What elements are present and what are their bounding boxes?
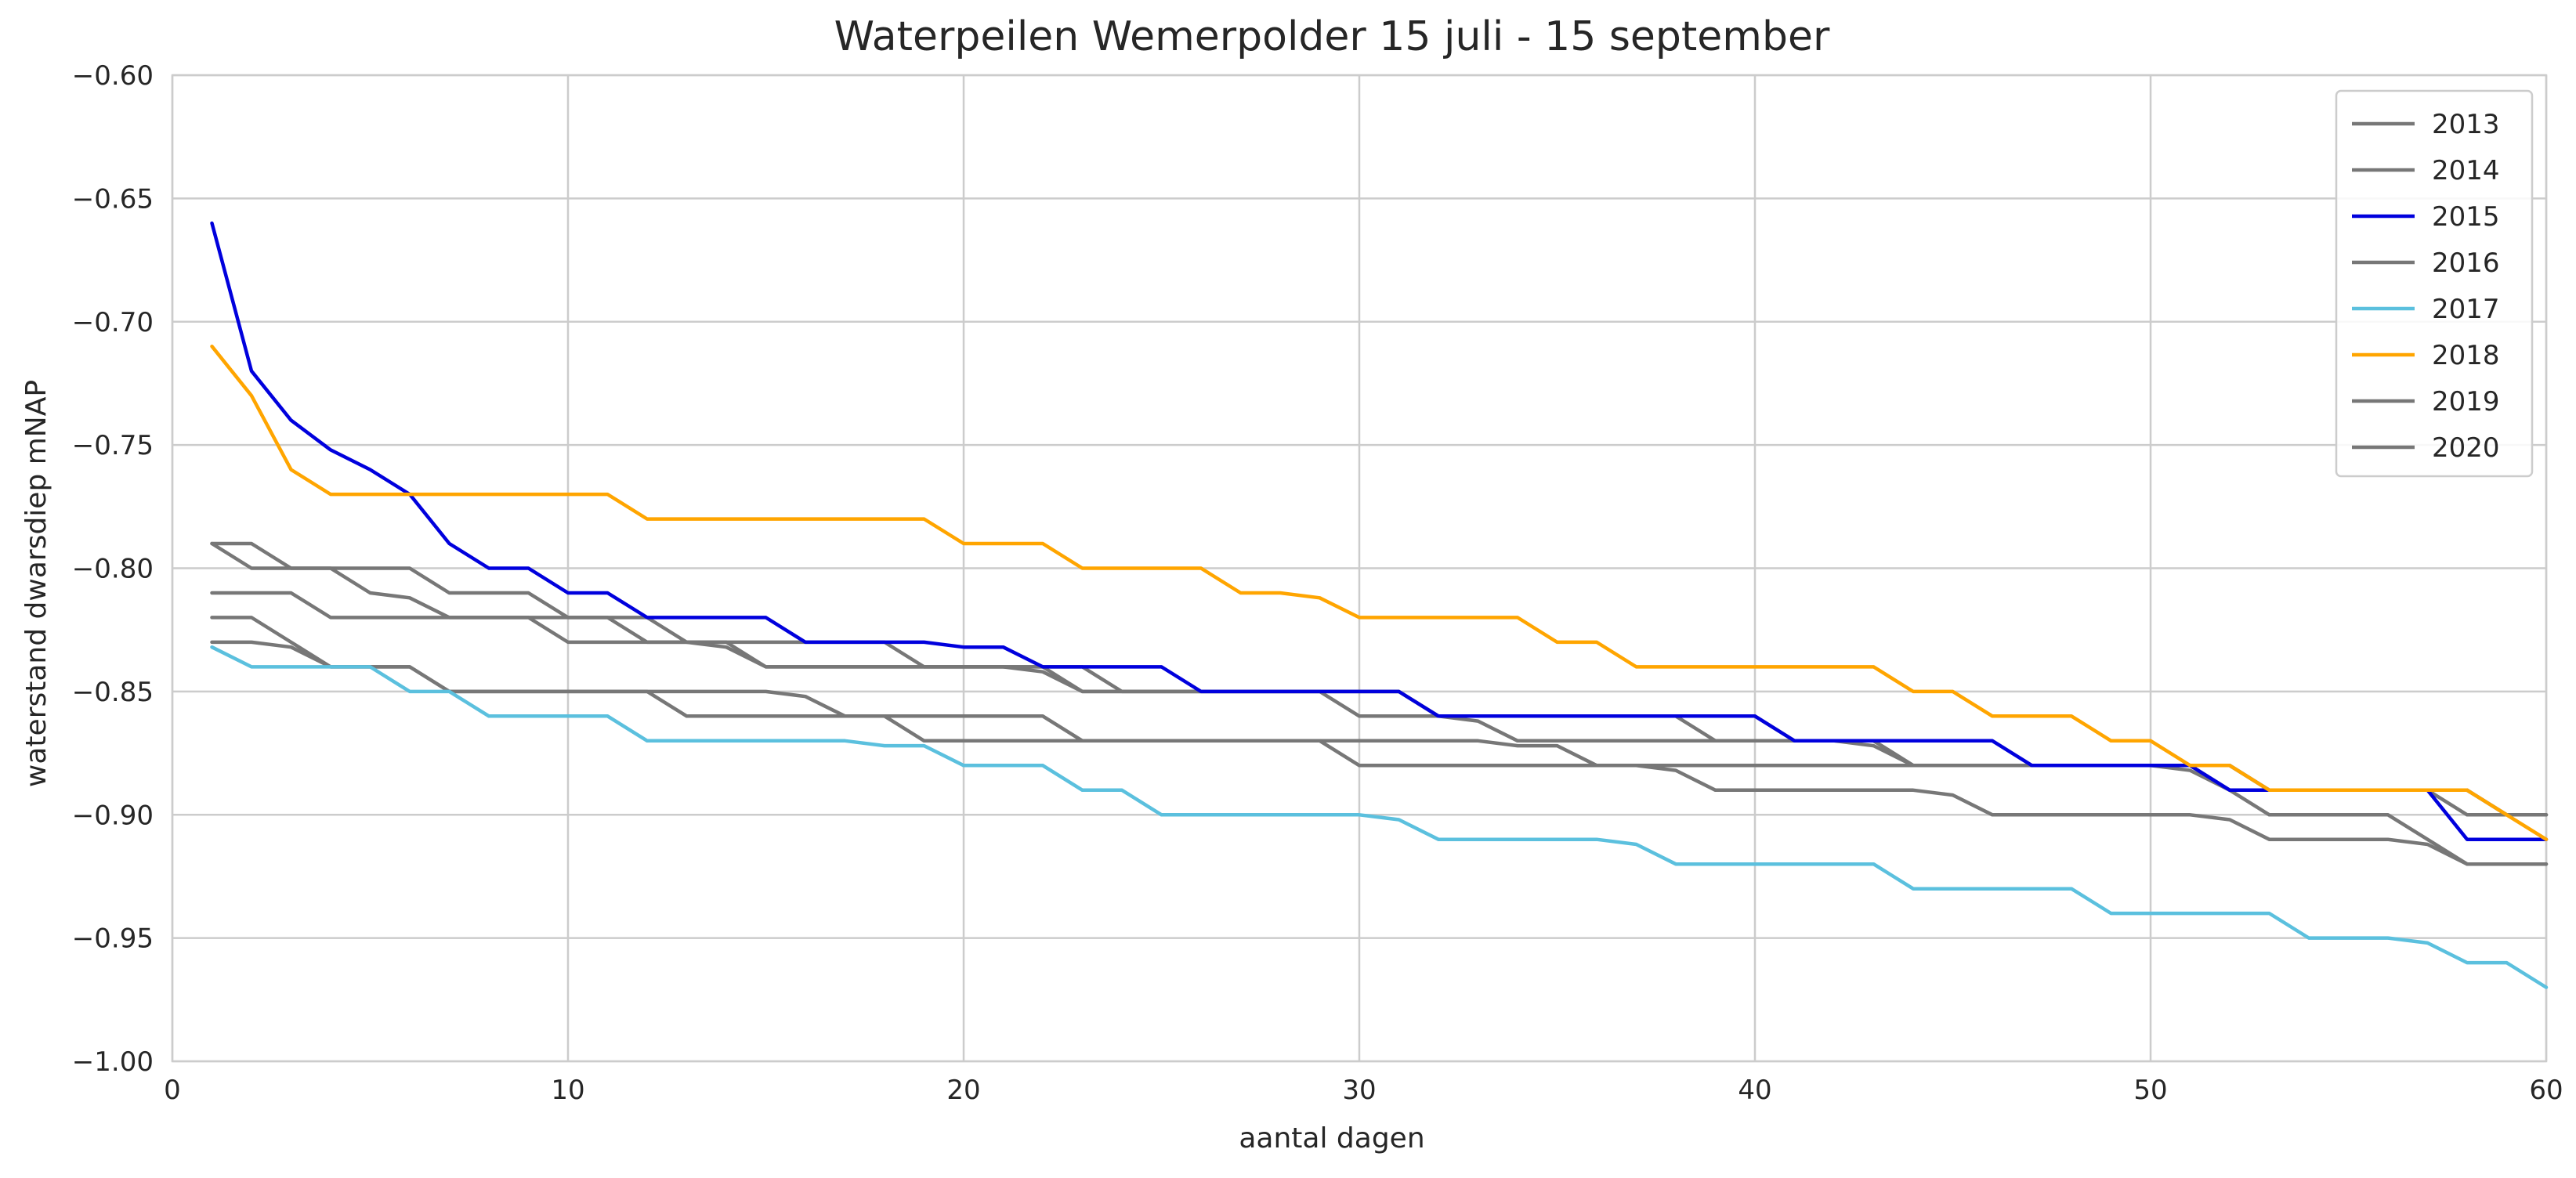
- x-tick-label: 30: [1342, 1075, 1376, 1106]
- y-tick-label: −0.70: [72, 307, 154, 338]
- legend-label-2017: 2017: [2432, 294, 2500, 325]
- y-tick-label: −1.00: [72, 1046, 154, 1078]
- series-line-2018: [210, 344, 2549, 841]
- y-tick-label: −0.65: [72, 183, 154, 215]
- x-axis-label: aantal dagen: [1239, 1122, 1424, 1155]
- y-tick-label: −0.95: [72, 923, 154, 955]
- y-tick-label: −0.60: [72, 60, 154, 92]
- y-axis-label: waterstand dwarsdiep mNAP: [20, 380, 52, 787]
- series-line-2017: [210, 645, 2549, 989]
- legend-label-2016: 2016: [2432, 248, 2500, 279]
- legend-box: [2335, 89, 2534, 478]
- y-tick-label: −0.85: [72, 677, 154, 708]
- x-tick-label: 60: [2529, 1075, 2563, 1106]
- legend-label-2013: 2013: [2432, 109, 2500, 140]
- plot-frame: [171, 74, 2548, 1063]
- chart-title: Waterpeilen Wemerpolder 15 juli - 15 sep…: [834, 13, 1830, 60]
- legend: 2013 2014 2015 2016 2017 2018 2019 2020: [2335, 89, 2534, 478]
- legend-label-2014: 2014: [2432, 155, 2500, 186]
- x-tick-label: 0: [164, 1075, 181, 1106]
- y-tick-label: −0.90: [72, 800, 154, 831]
- series-line-2015: [210, 221, 2549, 841]
- y-tick-label: −0.75: [72, 430, 154, 461]
- x-tick-label: 40: [1738, 1075, 1771, 1106]
- series-line-2019: [210, 640, 2549, 866]
- legend-label-2019: 2019: [2432, 386, 2500, 417]
- legend-items: 2013 2014 2015 2016 2017 2018 2019 2020: [2352, 109, 2500, 464]
- y-tick-label: −0.80: [72, 554, 154, 585]
- legend-label-2018: 2018: [2432, 340, 2500, 371]
- legend-label-2015: 2015: [2432, 201, 2500, 233]
- series-layer: [210, 221, 2549, 989]
- tick-labels: 0 10 20 30 40 50 60 −1.00 −0.95 −0.90 −0.85 −0.80 −0…: [72, 60, 2563, 1106]
- x-tick-label: 10: [551, 1075, 584, 1106]
- legend-label-2020: 2020: [2432, 432, 2500, 464]
- x-tick-label: 20: [946, 1075, 980, 1106]
- x-tick-label: 50: [2133, 1075, 2167, 1106]
